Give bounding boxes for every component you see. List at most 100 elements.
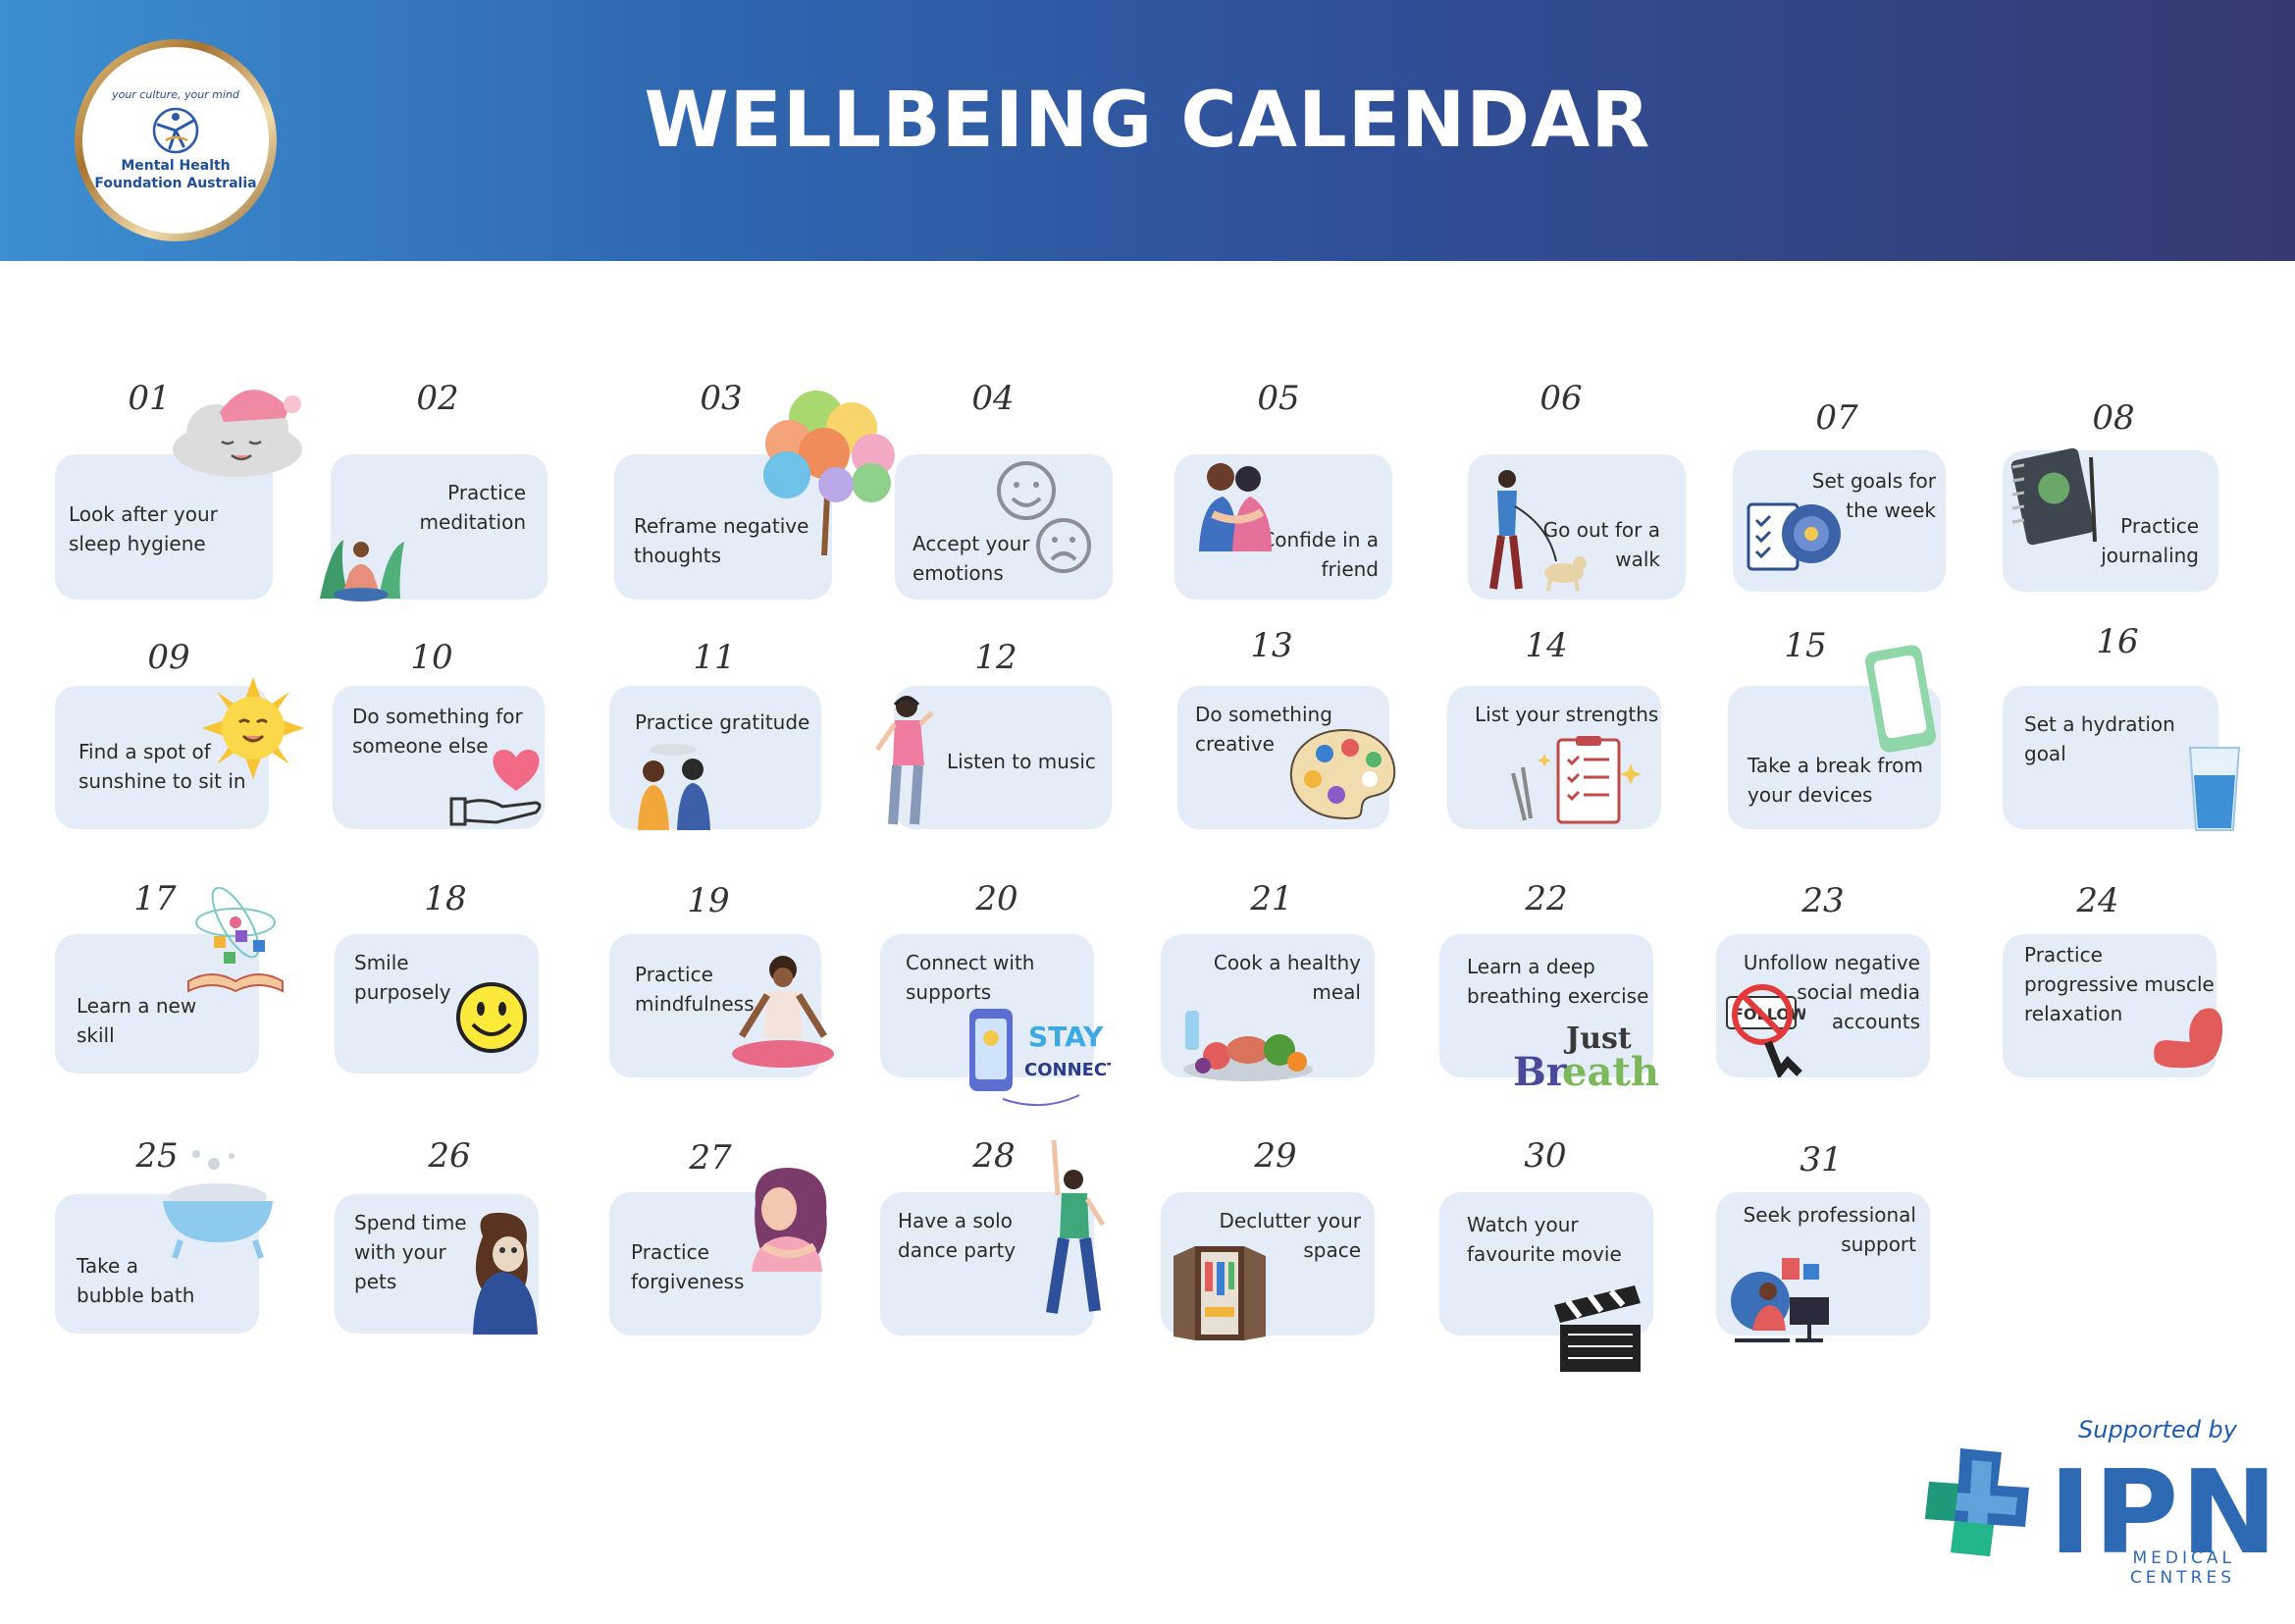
day-text: Go out for a walk <box>1542 518 1660 571</box>
day-text: Do something for someone else <box>352 705 523 758</box>
day-text: Set a hydration goal <box>2024 712 2175 765</box>
day-number: 08 <box>2092 398 2135 438</box>
day-number: 29 <box>1254 1136 1297 1176</box>
stay-connected-phone-icon: STAY CONNECTED <box>969 1009 1111 1107</box>
smartphone-icon <box>1864 645 1937 753</box>
open-book-icon <box>187 887 284 993</box>
logo-name: Mental Health Foundation Australia <box>94 158 257 191</box>
day-text: Practice forgiveness <box>631 1240 745 1293</box>
day-text: Cook a healthy meal <box>1213 951 1361 1004</box>
day-card-22: Learn a deep breathing exercise <box>1439 934 1653 1077</box>
day-text: Declutter your space <box>1219 1209 1361 1262</box>
day-text: Spend time with your pets <box>354 1211 467 1293</box>
day-card-01: Look after your sleep hygiene <box>55 454 273 600</box>
day-text: Practice gratitude <box>635 710 810 734</box>
ipn-cross-logo-icon <box>1925 1448 2029 1556</box>
dog-walk-icon <box>1489 470 1587 592</box>
heart-in-hand-icon <box>449 750 542 826</box>
clipboard-list-icon <box>1511 736 1642 824</box>
bathtub-icon <box>163 1150 273 1259</box>
wardrobe-icon <box>1174 1246 1266 1340</box>
day-number: 31 <box>1799 1140 1843 1179</box>
day-text: Practice mindfulness <box>635 963 755 1016</box>
day-number: 17 <box>133 879 177 918</box>
day-text: Have a solo dance party <box>898 1209 1017 1262</box>
mental-health-foundation-logo: your culture, your mind Mental Health Fo… <box>75 39 277 241</box>
day-text: Confide in a friend <box>1261 528 1379 581</box>
water-glass-icon <box>2188 747 2241 831</box>
day-card-12: Listen to music <box>894 686 1112 829</box>
day-text: Unfollow negative social media accounts <box>1743 951 1920 1033</box>
day-text: List your strengths <box>1475 703 1659 726</box>
day-number: 01 <box>128 379 171 418</box>
day-text: Find a spot of sunshine to sit in <box>78 740 246 793</box>
day-number: 30 <box>1524 1136 1567 1176</box>
day-text: Practice progressive muscle relaxation <box>2024 943 2215 1025</box>
day-number: 03 <box>700 379 743 418</box>
day-number: 18 <box>424 879 467 918</box>
day-text: Listen to music <box>947 750 1096 773</box>
sponsor-name: IPN <box>2049 1444 2280 1580</box>
dancing-person-icon <box>1046 1139 1106 1314</box>
day-number: 27 <box>689 1138 732 1178</box>
meditating-woman-icon <box>320 540 404 602</box>
svg-text:STAY: STAY <box>1028 1021 1104 1053</box>
day-number: 20 <box>975 879 1018 918</box>
logo-tagline: your culture, your mind <box>112 88 239 101</box>
day-text: Reframe negative thoughts <box>634 514 809 567</box>
self-hug-icon <box>752 1168 827 1272</box>
day-number: 04 <box>971 379 1015 418</box>
counselling-session-icon <box>1731 1258 1829 1342</box>
headphones-person-icon <box>874 696 934 825</box>
day-number: 22 <box>1525 879 1568 918</box>
day-card-30: Watch your favourite movie <box>1439 1192 1653 1336</box>
day-number: 14 <box>1525 626 1568 665</box>
day-card-28: Have a solo dance party <box>880 1192 1094 1336</box>
day-number: 21 <box>1250 879 1293 918</box>
unfollow-icon: FOLLOW <box>1726 984 1805 1077</box>
day-number: 05 <box>1257 379 1300 418</box>
day-card-14: List your strengths <box>1447 686 1661 829</box>
day-text: Watch your favourite movie <box>1467 1213 1622 1266</box>
sun-icon <box>202 677 304 779</box>
day-number: 25 <box>135 1136 179 1176</box>
hugging-pet-icon <box>473 1212 538 1335</box>
day-number: 11 <box>693 638 736 677</box>
day-number: 26 <box>428 1136 471 1176</box>
day-text: Learn a deep breathing exercise <box>1467 955 1649 1008</box>
sleepy-cloud-icon <box>173 390 302 477</box>
day-text: Take a break from your devices <box>1747 754 1923 807</box>
header-banner: your culture, your mind Mental Health Fo… <box>0 0 2295 261</box>
day-number: 24 <box>2076 881 2119 920</box>
journal-icon <box>2010 447 2097 546</box>
day-number: 28 <box>972 1136 1016 1176</box>
day-number: 02 <box>416 379 459 418</box>
day-text: Smile purposely <box>354 951 451 1004</box>
just-breathe-icon: Just Br eathe <box>1513 1022 1658 1091</box>
day-number: 15 <box>1784 626 1827 665</box>
svg-text:CONNECTED: CONNECTED <box>1024 1060 1111 1080</box>
happy-sad-faces-icon <box>997 461 1091 573</box>
day-text: Accept your emotions <box>913 532 1030 585</box>
colorful-tree-icon <box>763 391 895 555</box>
paint-palette-icon <box>1289 728 1396 820</box>
page-title: WELLBEING CALENDAR <box>644 77 1651 165</box>
healthy-food-icon <box>1183 1011 1313 1081</box>
smiley-face-icon <box>456 982 527 1053</box>
goal-checklist-icon <box>1747 502 1841 571</box>
svg-text:Br: Br <box>1513 1049 1568 1091</box>
flexed-arm-icon <box>2154 1008 2223 1069</box>
day-number: 07 <box>1815 398 1858 438</box>
svg-text:Just: Just <box>1563 1022 1632 1056</box>
day-text: Take a bubble bath <box>77 1254 195 1307</box>
day-number: 06 <box>1539 379 1583 418</box>
day-text: Practice meditation <box>419 481 526 534</box>
day-card-25: Take a bubble bath <box>55 1194 259 1334</box>
day-text: Connect with supports <box>906 951 1035 1004</box>
day-text: Do something creative <box>1195 703 1332 756</box>
day-card-16: Set a hydration goal <box>2003 686 2218 829</box>
person-figure-icon <box>152 107 199 154</box>
day-number: 13 <box>1250 626 1293 665</box>
day-number: 12 <box>974 638 1017 677</box>
day-number: 23 <box>1801 881 1845 920</box>
